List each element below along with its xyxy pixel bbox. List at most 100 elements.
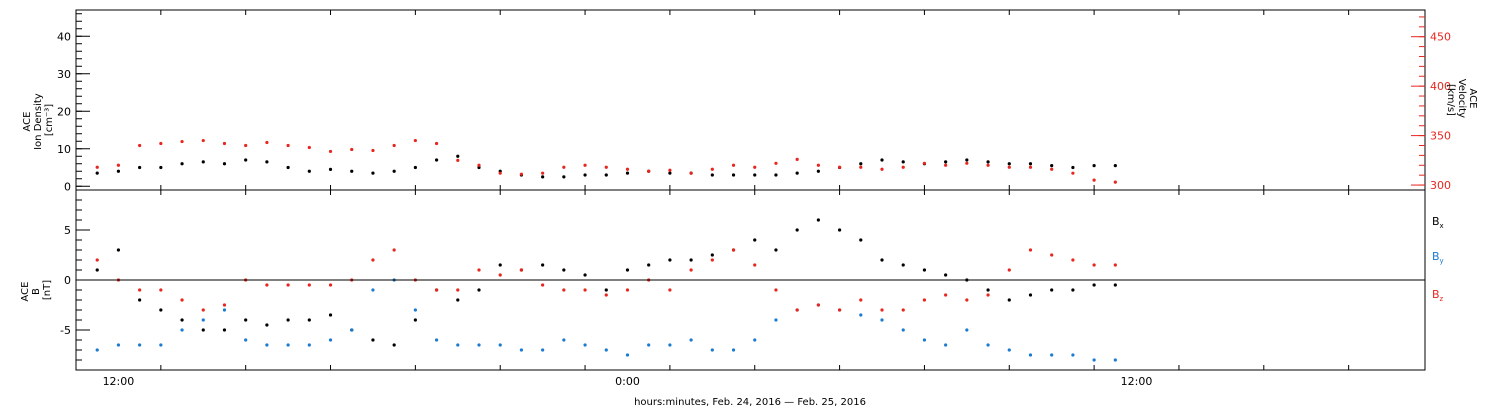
bx-point	[159, 308, 163, 312]
field-axis-title: ACE B [nT]	[20, 278, 53, 301]
time-axis: 12:00 0:00 12:00	[75, 10, 1350, 388]
by-point	[95, 348, 99, 352]
legend-bz: Bz	[1432, 288, 1444, 303]
velocity-point	[498, 171, 502, 175]
by-point	[541, 348, 545, 352]
density-point	[965, 158, 969, 162]
by-point	[138, 343, 142, 347]
bottom-panel-points	[95, 218, 1117, 362]
by-point	[753, 338, 757, 342]
bz-point	[604, 293, 608, 297]
velocity-point	[731, 163, 736, 167]
density-axis: 0 10 20 30 40	[57, 13, 90, 193]
legend-bz-subscript: z	[1440, 295, 1444, 303]
bx-point	[477, 288, 481, 292]
density-point	[1028, 162, 1033, 166]
by-point	[944, 343, 948, 347]
density-point	[286, 165, 290, 170]
time-tick-label: 12:00	[103, 375, 135, 388]
density-axis-title-line-3: [cm⁻³]	[44, 104, 55, 136]
by-point	[922, 338, 927, 342]
velocity-point	[477, 163, 481, 167]
bx-point	[668, 258, 672, 262]
bottom-panel: -505 ACE B [nT] Bx By Bz	[20, 189, 1444, 371]
velocity-point	[138, 143, 142, 148]
bx-point	[859, 238, 863, 242]
velocity-point	[541, 171, 545, 175]
bz-point	[774, 288, 778, 292]
bx-point	[1007, 298, 1011, 302]
velocity-point	[328, 149, 333, 154]
bz-point	[625, 288, 630, 292]
velocity-axis-tick-label: 300	[1430, 179, 1451, 192]
bz-point	[159, 288, 163, 292]
time-tick-label: 12:00	[1121, 375, 1153, 388]
bz-point	[328, 283, 333, 287]
by-point	[371, 288, 375, 292]
bz-point	[583, 288, 587, 292]
velocity-point	[180, 139, 184, 144]
bx-point	[986, 288, 990, 292]
by-point	[710, 348, 714, 352]
bx-point	[307, 318, 311, 322]
bz-point	[265, 283, 269, 287]
bx-point	[689, 258, 693, 262]
bx-point	[710, 253, 714, 257]
density-point	[710, 173, 714, 177]
velocity-point	[95, 165, 99, 169]
bx-point	[95, 268, 99, 272]
velocity-axis-title-line-2: Velocity	[1456, 79, 1467, 118]
bz-point	[434, 288, 439, 292]
bx-point	[498, 263, 502, 267]
by-point	[986, 343, 990, 347]
density-point	[795, 171, 799, 175]
density-point	[222, 162, 227, 166]
bx-point	[116, 248, 121, 252]
bx-point	[1028, 293, 1033, 297]
bx-point	[816, 218, 820, 222]
legend-bx: Bx	[1432, 215, 1444, 230]
bx-point	[880, 258, 884, 262]
velocity-point	[753, 165, 757, 169]
density-point	[901, 160, 905, 164]
velocity-axis-tick-label: 350	[1430, 130, 1451, 143]
density-point	[456, 154, 460, 158]
by-point	[244, 338, 248, 342]
field-axis-tick-label: -5	[60, 324, 71, 337]
density-point	[350, 169, 354, 173]
velocity-point	[350, 147, 354, 152]
velocity-point	[901, 165, 905, 169]
density-point	[265, 160, 269, 164]
density-point	[95, 171, 99, 175]
velocity-point	[604, 165, 608, 169]
top-panel: 0 10 20 30 40 300 350 400 450 ACE Ion Density […	[22, 9, 1478, 193]
bx-point	[413, 318, 417, 322]
density-axis-tick-label: 30	[57, 68, 71, 81]
by-point	[180, 328, 184, 332]
by-point	[477, 343, 481, 347]
density-point	[625, 171, 630, 175]
bx-point	[922, 268, 927, 272]
density-point	[392, 169, 396, 173]
bx-point	[774, 248, 778, 252]
bx-point	[1113, 283, 1117, 287]
by-point	[731, 348, 736, 352]
field-axis: -5 0 5	[60, 189, 90, 371]
density-point	[159, 165, 163, 170]
bx-point	[837, 228, 842, 232]
legend-by: By	[1432, 250, 1444, 265]
bz-point	[180, 298, 184, 302]
velocity-axis-title: ACE Velocity [km/s]	[1445, 79, 1478, 121]
legend-bx-subscript: x	[1440, 222, 1444, 230]
density-point	[583, 173, 587, 177]
legend-by-subscript: y	[1440, 257, 1444, 265]
bz-point	[392, 248, 396, 252]
velocity-point	[1050, 167, 1054, 171]
bz-point	[1050, 253, 1054, 257]
velocity-point	[625, 167, 630, 171]
velocity-point	[562, 165, 566, 169]
bz-point	[710, 258, 714, 262]
velocity-point	[159, 141, 163, 146]
density-point	[116, 169, 121, 173]
